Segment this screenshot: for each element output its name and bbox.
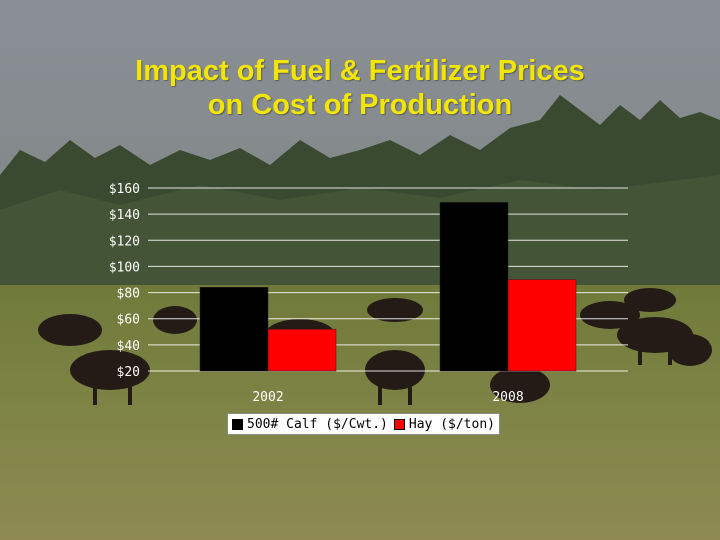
bar-calf-2008: [439, 202, 509, 372]
y-tick-label: $140: [109, 208, 140, 223]
x-axis-ticks: 2002 2008: [252, 390, 523, 405]
bar-calf-2002: [199, 287, 269, 372]
title-line-1: Impact of Fuel & Fertilizer Prices: [135, 55, 585, 87]
legend-label-hay: Hay ($/ton): [408, 416, 495, 432]
bar-hay-2002: [267, 328, 337, 372]
y-tick-label: $160: [109, 182, 140, 197]
y-tick-label: $80: [117, 287, 140, 302]
y-tick-label: $60: [117, 313, 140, 328]
legend-swatch-calf: [232, 418, 243, 430]
slide-title: Impact of Fuel & Fertilizer Prices on Co…: [0, 54, 720, 122]
y-tick-label: $40: [117, 339, 140, 354]
legend-swatch-hay: [393, 418, 405, 430]
y-axis-ticks: $160 $140 $120 $100 $80 $60 $40 $20: [109, 182, 140, 380]
y-tick-label: $120: [109, 234, 140, 249]
x-tick-label: 2002: [252, 390, 283, 405]
legend-item-calf: 500# Calf ($/Cwt.): [232, 417, 388, 432]
bars: [199, 202, 577, 372]
y-tick-label: $20: [117, 365, 140, 380]
legend-label-calf: 500# Calf ($/Cwt.): [247, 416, 388, 432]
title-line-2: on Cost of Production: [207, 89, 513, 121]
bar-hay-2008: [507, 279, 577, 372]
y-tick-label: $100: [109, 260, 140, 275]
chart-legend: 500# Calf ($/Cwt.) Hay ($/ton): [227, 413, 500, 435]
legend-item-hay: Hay ($/ton): [393, 416, 495, 432]
x-tick-label: 2008: [492, 390, 523, 405]
